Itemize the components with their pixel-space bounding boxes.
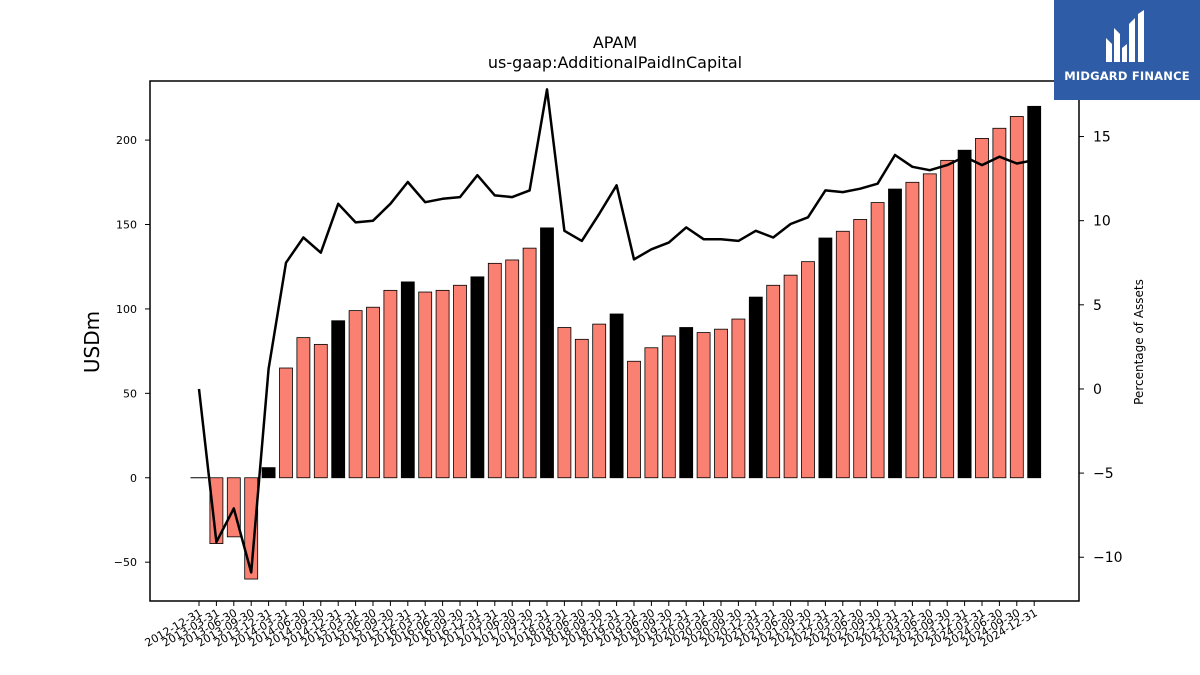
bar bbox=[748, 296, 763, 479]
y2-axis-label: Percentage of Assets bbox=[1132, 279, 1146, 405]
bar bbox=[400, 281, 415, 479]
bar bbox=[435, 289, 450, 479]
bar bbox=[975, 138, 989, 479]
bar bbox=[487, 262, 502, 479]
bar bbox=[557, 327, 572, 479]
bar bbox=[261, 467, 276, 479]
bar bbox=[244, 477, 259, 580]
bar bbox=[853, 219, 868, 479]
y-axis-label: USDm bbox=[80, 311, 104, 373]
bar bbox=[905, 181, 920, 479]
bar bbox=[940, 159, 955, 479]
midgard-finance-logo: MIDGARD FINANCE bbox=[1054, 0, 1200, 100]
bar bbox=[348, 310, 363, 479]
bar bbox=[505, 259, 520, 479]
logo-text: MIDGARD FINANCE bbox=[1064, 69, 1190, 83]
bar bbox=[592, 323, 607, 479]
bar bbox=[957, 149, 972, 479]
chart-subtitle: us-gaap:AdditionalPaidInCapital bbox=[488, 53, 742, 72]
y2-tick-label: 10 bbox=[1093, 214, 1111, 230]
midgard-logo-icon bbox=[1106, 10, 1144, 62]
y2-tick-label: −5 bbox=[1093, 466, 1114, 482]
plot-frame bbox=[149, 80, 1080, 602]
bar bbox=[1027, 105, 1042, 479]
y-tick-label: 150 bbox=[116, 219, 137, 232]
y-tick-label: 100 bbox=[116, 303, 137, 316]
bar bbox=[783, 274, 798, 479]
y2-tick-label: 15 bbox=[1093, 130, 1111, 146]
bar bbox=[418, 291, 433, 479]
y-tick-label: 0 bbox=[130, 472, 137, 485]
bar bbox=[1009, 116, 1024, 479]
bar bbox=[731, 318, 746, 479]
y2-tick-label: 5 bbox=[1093, 298, 1102, 314]
bar bbox=[296, 337, 311, 479]
bar bbox=[644, 347, 659, 479]
chart-title: APAM bbox=[593, 33, 637, 52]
bar bbox=[766, 284, 781, 479]
bar bbox=[470, 276, 485, 479]
series-line bbox=[197, 88, 1035, 574]
bar bbox=[366, 306, 380, 479]
y-tick-label: 200 bbox=[116, 134, 137, 147]
bar bbox=[209, 477, 224, 544]
y-tick-label: 50 bbox=[123, 387, 137, 400]
bar bbox=[627, 360, 641, 479]
bar bbox=[453, 284, 467, 479]
bar bbox=[540, 227, 554, 479]
bar bbox=[870, 202, 885, 479]
bar bbox=[818, 237, 833, 479]
bar bbox=[992, 127, 1007, 479]
bar bbox=[679, 327, 694, 479]
bar bbox=[801, 261, 815, 479]
bar bbox=[888, 188, 902, 479]
y2-tick-label: 0 bbox=[1093, 382, 1102, 398]
bar bbox=[696, 332, 711, 479]
plot-area: −50050100150200−10−50510152012-12-312013… bbox=[114, 80, 1123, 650]
bar bbox=[574, 338, 589, 479]
bar bbox=[279, 367, 293, 479]
bar bbox=[313, 343, 328, 479]
bar bbox=[522, 247, 537, 479]
y-tick-label: −50 bbox=[114, 556, 137, 569]
bar bbox=[835, 230, 850, 479]
bar bbox=[922, 173, 937, 479]
bar bbox=[714, 328, 728, 479]
bar bbox=[661, 335, 676, 479]
bar bbox=[331, 320, 346, 479]
bar bbox=[609, 313, 624, 479]
bar bbox=[383, 289, 398, 479]
y2-tick-label: −10 bbox=[1093, 550, 1123, 566]
